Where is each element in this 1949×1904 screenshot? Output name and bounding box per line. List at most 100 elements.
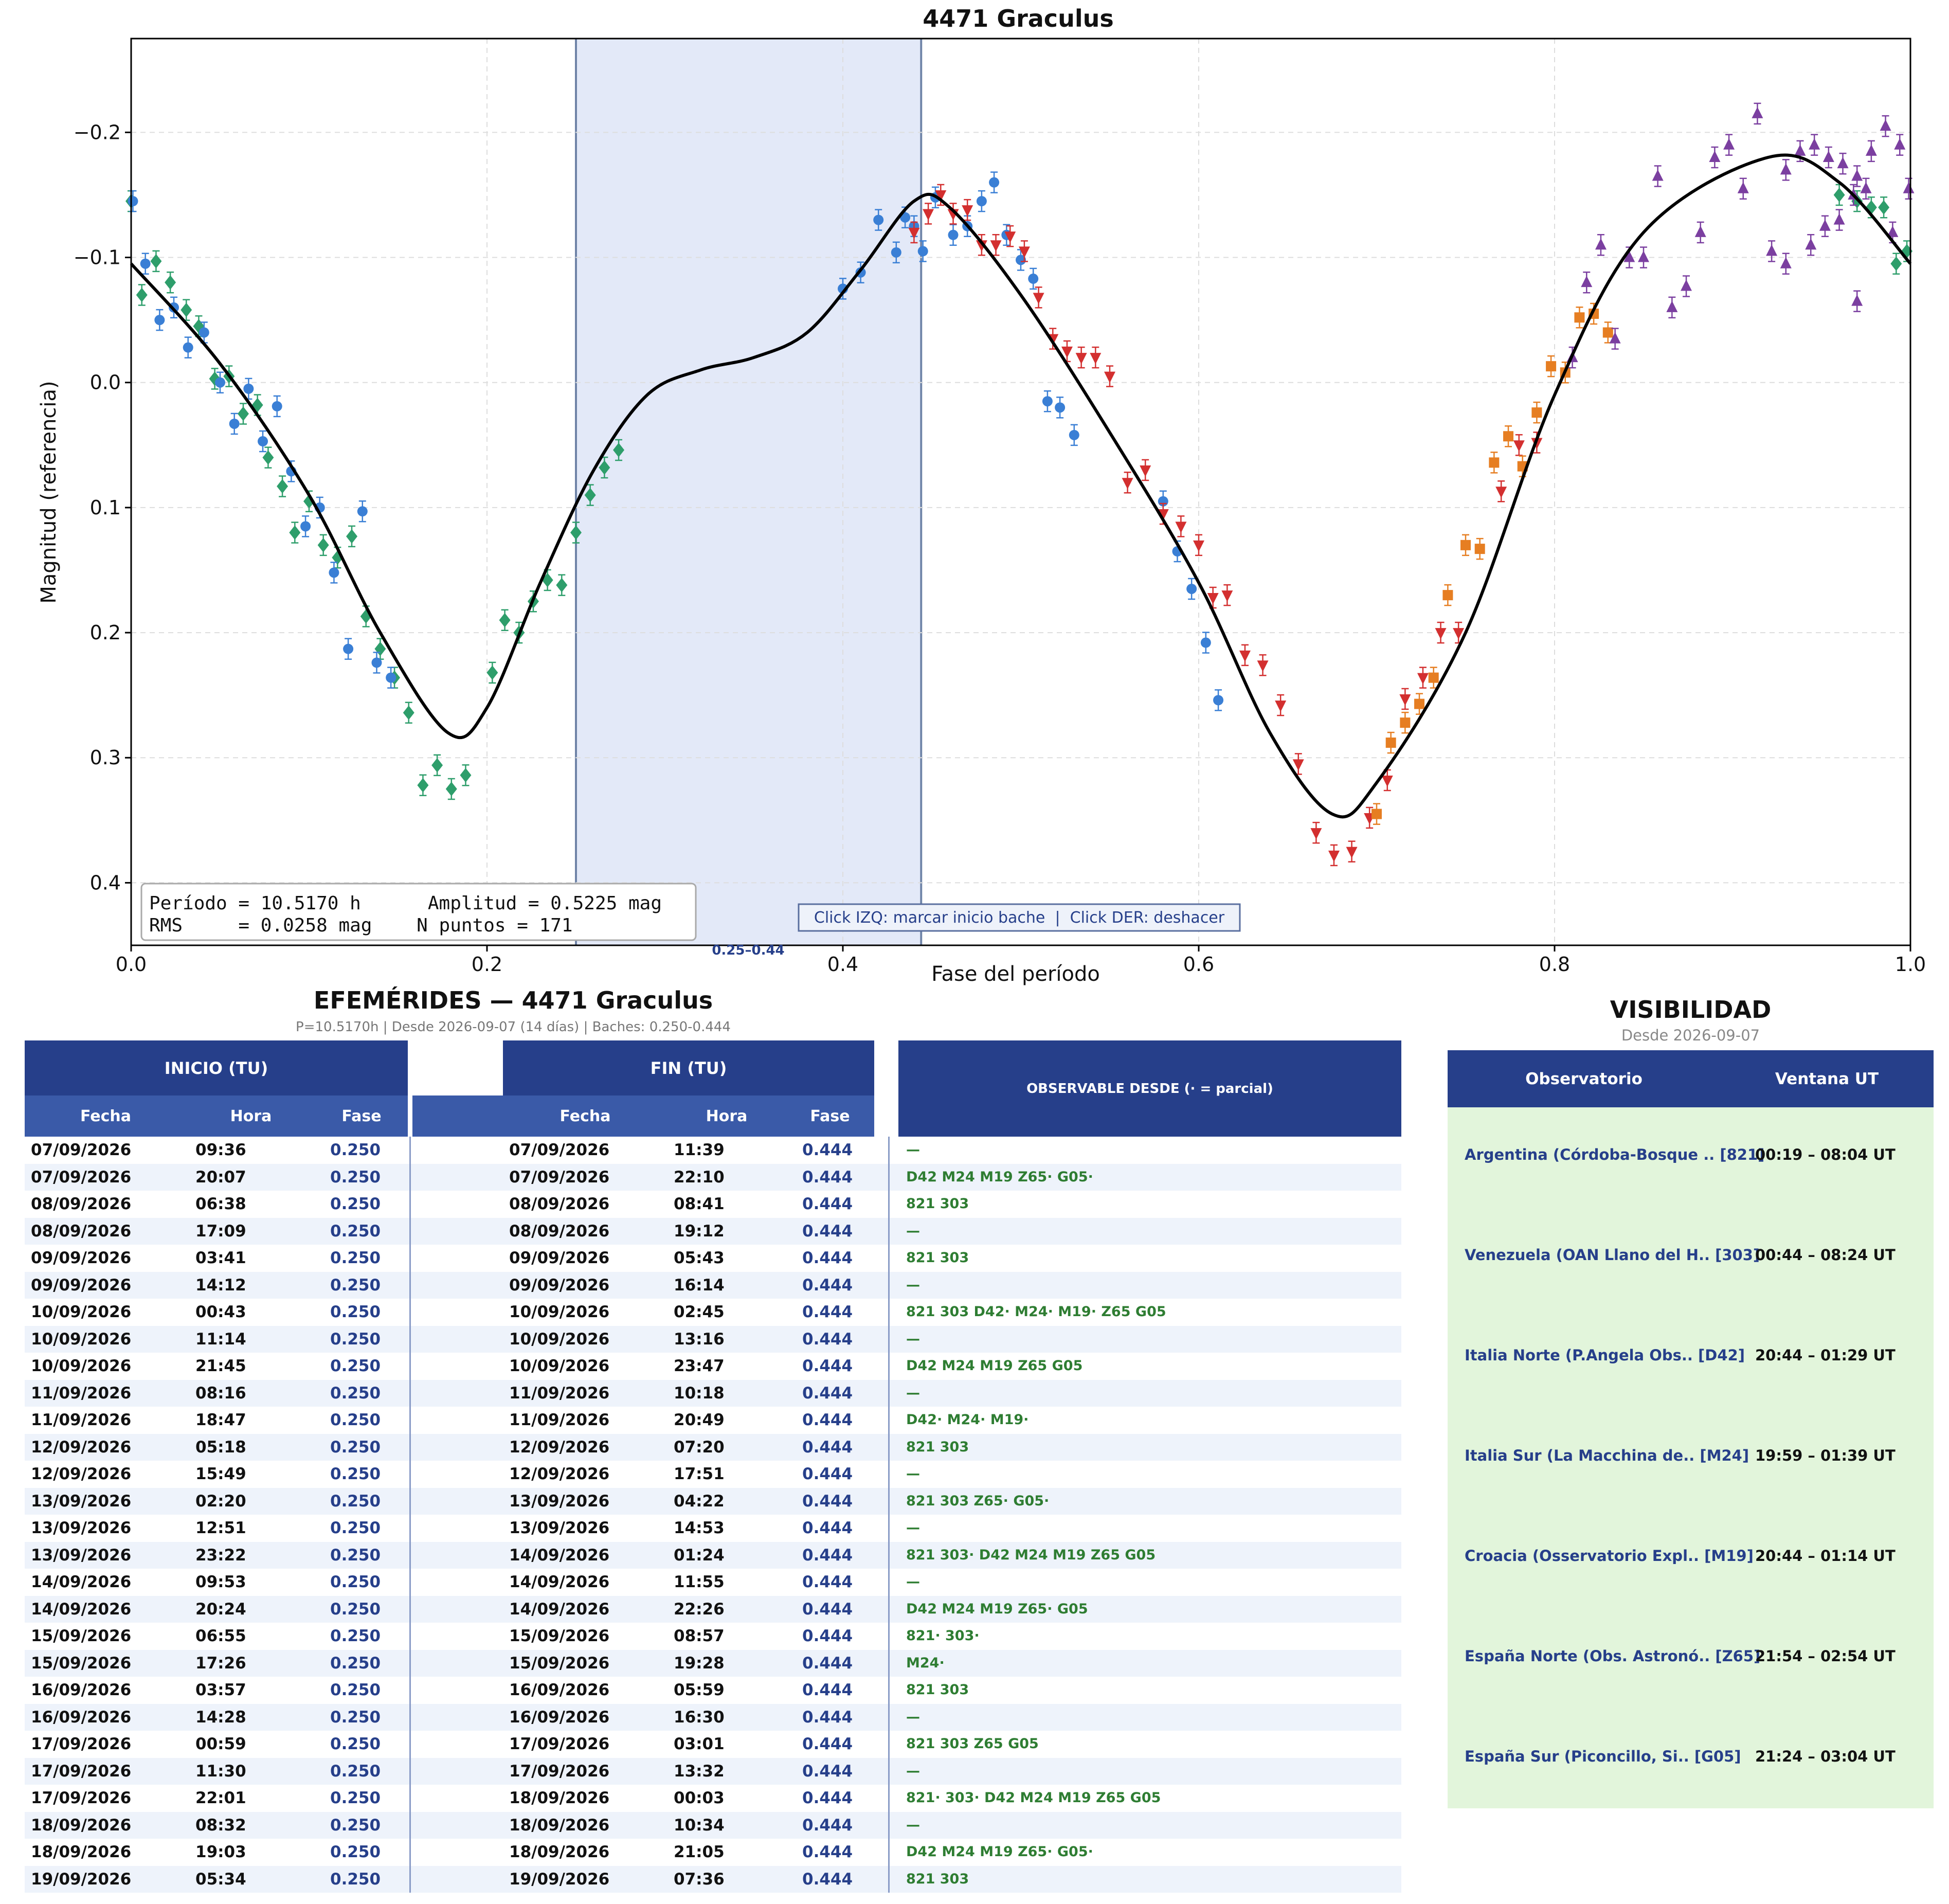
cell-et: 22:26 xyxy=(674,1600,725,1619)
data-point xyxy=(1328,850,1340,862)
data-point xyxy=(1381,776,1393,787)
data-point xyxy=(150,254,162,268)
data-series xyxy=(1566,102,1915,369)
data-point xyxy=(1061,346,1073,358)
data-point xyxy=(258,436,268,447)
cell-sd: 17/09/2026 xyxy=(31,1735,132,1753)
table-row: 16/09/2026 03:57 0.250 16/09/2026 05:59 0.444… xyxy=(25,1677,1401,1703)
data-point xyxy=(948,229,959,240)
svg-text:Click IZQ: marcar inicio bache: Click IZQ: marcar inicio bache | Click D… xyxy=(814,909,1225,927)
cell-sd: 14/09/2026 xyxy=(31,1600,132,1619)
observatory-window: 20:44 – 01:29 UT xyxy=(1755,1346,1896,1364)
cell-st: 11:30 xyxy=(195,1762,246,1781)
cell-ep: 0.444 xyxy=(802,1654,853,1673)
data-point xyxy=(1310,828,1322,840)
data-point xyxy=(1865,144,1877,156)
data-point xyxy=(277,479,288,494)
light-curve-chart[interactable]: 4471 Graculus 0.0 0.2 0.4 0.6 0.8 1.0 −0.2 −0.1… xyxy=(0,0,1949,987)
cell-st: 11:14 xyxy=(195,1330,246,1349)
data-point xyxy=(154,315,165,326)
table-row: 19/09/2026 05:34 0.250 19/09/2026 07:36 0.444… xyxy=(25,1865,1401,1893)
data-point xyxy=(1809,138,1820,150)
cell-ed: 17/09/2026 xyxy=(509,1762,610,1781)
cell-sp: 0.250 xyxy=(330,1411,381,1429)
cell-ed: 16/09/2026 xyxy=(509,1681,610,1699)
cell-ep: 0.444 xyxy=(802,1708,853,1727)
x-tick-label: 0.6 xyxy=(1183,953,1214,976)
cell-sp: 0.250 xyxy=(330,1249,381,1267)
x-tick-label: 0.0 xyxy=(116,953,147,976)
cell-ed: 12/09/2026 xyxy=(509,1438,610,1457)
visibility-item: España Sur (Piconcillo, Si.. [G05] 21:24 … xyxy=(1465,1748,1927,1768)
cell-sp: 0.250 xyxy=(330,1222,381,1241)
data-point xyxy=(1638,250,1649,262)
cell-ed: 18/09/2026 xyxy=(509,1789,610,1807)
table-divider-2 xyxy=(888,1137,890,1893)
cell-sp: 0.250 xyxy=(330,1384,381,1403)
data-point xyxy=(1460,540,1471,550)
cell-sd: 13/09/2026 xyxy=(31,1492,132,1511)
cell-ep: 0.444 xyxy=(802,1546,853,1565)
data-point xyxy=(1385,738,1396,748)
table-row: 08/09/2026 06:38 0.250 08/09/2026 08:41 0.444… xyxy=(25,1191,1401,1217)
cell-et: 00:03 xyxy=(674,1789,725,1807)
start-subheader: Fecha Hora Fase xyxy=(25,1095,408,1137)
cell-st: 14:12 xyxy=(195,1276,246,1295)
cell-sp: 0.250 xyxy=(330,1195,381,1213)
cell-st: 14:28 xyxy=(195,1708,246,1727)
cell-obs: D42 M24 M19 Z65· G05 xyxy=(906,1601,1088,1617)
data-point xyxy=(990,240,1002,252)
cell-st: 17:09 xyxy=(195,1222,246,1241)
data-point xyxy=(343,643,354,654)
cell-ep: 0.444 xyxy=(802,1843,853,1861)
data-point xyxy=(1878,200,1890,215)
table-row: 12/09/2026 15:49 0.250 12/09/2026 17:51 0.444… xyxy=(25,1461,1401,1487)
cell-obs: 821 303 xyxy=(906,1682,969,1698)
cell-sp: 0.250 xyxy=(330,1330,381,1349)
cell-obs: — xyxy=(906,1385,920,1401)
data-point xyxy=(1737,182,1749,193)
cell-st: 19:03 xyxy=(195,1843,246,1861)
cell-sd: 16/09/2026 xyxy=(31,1681,132,1699)
cell-ep: 0.444 xyxy=(802,1519,853,1537)
table-row: 09/09/2026 03:41 0.250 09/09/2026 05:43 0.444… xyxy=(25,1245,1401,1271)
data-point xyxy=(317,537,329,552)
data-point xyxy=(1213,695,1224,706)
cell-et: 08:57 xyxy=(674,1627,725,1645)
cell-et: 05:59 xyxy=(674,1681,725,1699)
data-point xyxy=(1435,628,1447,640)
cell-st: 06:38 xyxy=(195,1195,246,1213)
col-hora-start: Hora xyxy=(230,1107,272,1125)
data-point xyxy=(346,529,358,544)
data-point xyxy=(1292,759,1304,771)
cell-obs: D42 M24 M19 Z65 G05 xyxy=(906,1358,1083,1374)
cell-et: 10:34 xyxy=(674,1816,725,1835)
cell-ep: 0.444 xyxy=(802,1222,853,1241)
cell-ed: 14/09/2026 xyxy=(509,1546,610,1565)
cell-st: 20:24 xyxy=(195,1600,246,1619)
cell-ep: 0.444 xyxy=(802,1330,853,1349)
data-point xyxy=(1055,402,1066,413)
cell-ed: 14/09/2026 xyxy=(509,1600,610,1619)
cell-ed: 09/09/2026 xyxy=(509,1276,610,1295)
end-header: FIN (TU) xyxy=(503,1040,874,1095)
y-tick-label: 0.3 xyxy=(90,746,121,769)
table-row: 17/09/2026 22:01 0.250 18/09/2026 00:03 0.444… xyxy=(25,1785,1401,1811)
cell-st: 08:32 xyxy=(195,1816,246,1835)
data-point xyxy=(289,525,301,540)
table-row: 14/09/2026 20:24 0.250 14/09/2026 22:26 0.444… xyxy=(25,1595,1401,1623)
data-point xyxy=(403,705,414,720)
observatory-name: Italia Sur (La Macchina de.. [M24] xyxy=(1465,1447,1749,1464)
cell-st: 20:07 xyxy=(195,1167,246,1187)
cell-ed: 10/09/2026 xyxy=(509,1357,610,1375)
cell-ed: 15/09/2026 xyxy=(509,1627,610,1645)
data-point xyxy=(1681,279,1692,291)
data-point xyxy=(1122,478,1133,490)
cell-sd: 12/09/2026 xyxy=(31,1465,132,1483)
data-point xyxy=(486,665,498,680)
data-point xyxy=(1531,407,1542,418)
observable-header: OBSERVABLE DESDE (· = parcial) xyxy=(898,1040,1401,1137)
data-point xyxy=(1623,250,1635,262)
data-point xyxy=(1004,231,1016,243)
data-point xyxy=(1033,293,1044,304)
